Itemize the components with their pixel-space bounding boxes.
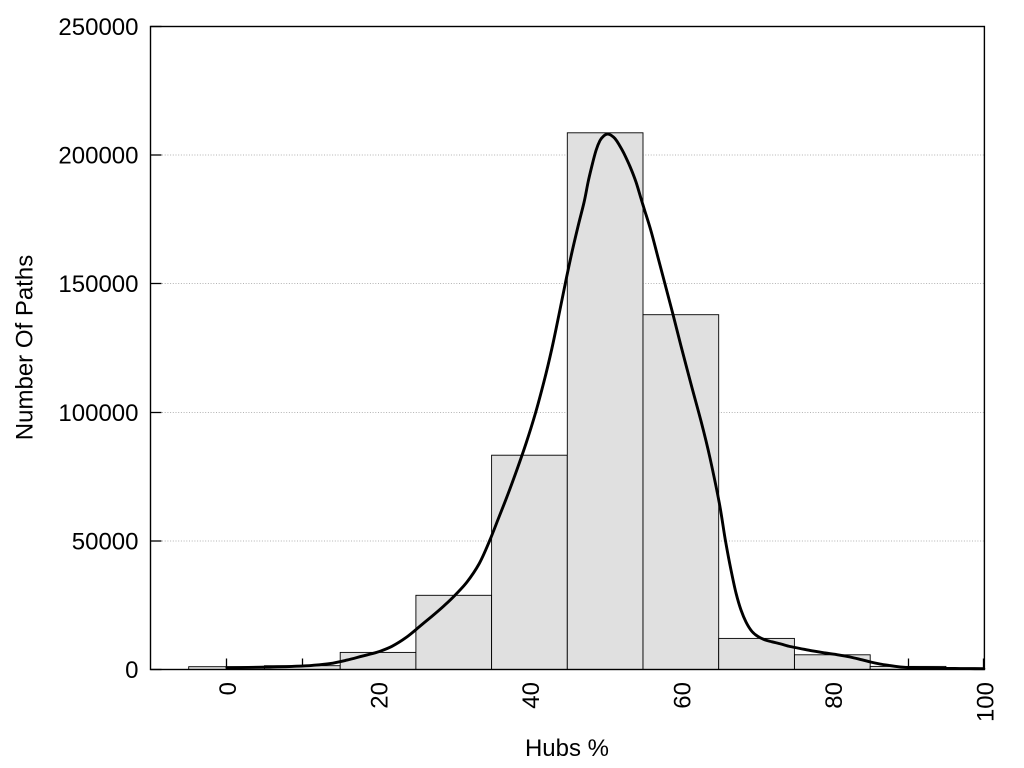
svg-text:40: 40 — [518, 682, 545, 709]
svg-text:60: 60 — [669, 682, 696, 709]
svg-text:100000: 100000 — [58, 400, 138, 427]
svg-text:Number Of Paths: Number Of Paths — [12, 255, 39, 440]
svg-text:20: 20 — [367, 682, 394, 709]
svg-text:0: 0 — [125, 657, 138, 684]
svg-text:80: 80 — [821, 682, 848, 709]
svg-text:150000: 150000 — [58, 271, 138, 298]
svg-text:250000: 250000 — [58, 14, 138, 41]
svg-text:100: 100 — [972, 682, 999, 722]
svg-text:0: 0 — [215, 682, 242, 695]
svg-text:Hubs %: Hubs % — [525, 735, 609, 762]
svg-text:50000: 50000 — [72, 529, 139, 556]
svg-text:200000: 200000 — [58, 143, 138, 170]
